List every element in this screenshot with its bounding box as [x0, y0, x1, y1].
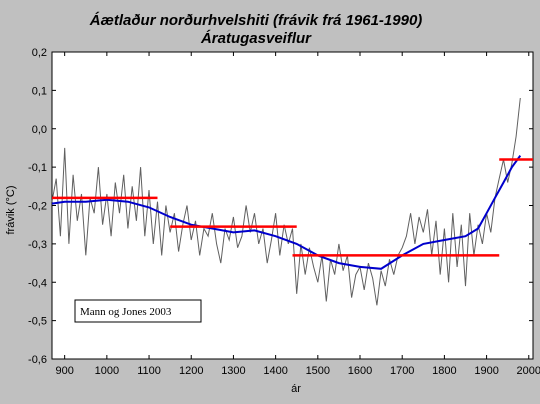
y-tick-label: -0,5: [28, 316, 47, 328]
x-tick-label: 1600: [348, 365, 372, 377]
x-tick-label: 1100: [137, 365, 161, 377]
x-tick-label: 1800: [432, 365, 456, 377]
y-tick-label: -0,4: [28, 277, 47, 289]
x-tick-label: 1700: [390, 365, 414, 377]
x-tick-label: 900: [55, 365, 73, 377]
x-axis-label: ár: [291, 383, 301, 395]
y-tick-label: -0,6: [28, 354, 47, 366]
y-tick-label: 0,1: [32, 85, 47, 97]
x-axis: 900 1000 1100 1200 1300 1400 1500 1600 1700 1800 1…: [55, 52, 540, 377]
x-tick-label: 1500: [306, 365, 330, 377]
x-tick-label: 1000: [95, 365, 119, 377]
y-axis-label: frávik (°C): [5, 185, 17, 234]
y-tick-label: 0,2: [32, 47, 47, 59]
x-tick-label: 2000: [517, 365, 540, 377]
x-tick-label: 1200: [179, 365, 203, 377]
annotation-text: Mann og Jones 2003: [80, 306, 172, 318]
chart-title: Áætlaður norðurhvelshiti (frávik frá 196…: [89, 12, 423, 29]
series-raw-line: [51, 97, 521, 306]
y-tick-label: 0,0: [32, 124, 47, 136]
y-tick-label: -0,1: [28, 162, 47, 174]
chart-subtitle: Áratugasveiflur: [200, 30, 312, 47]
series-period-means: [52, 158, 533, 257]
y-axis: -0,6 -0,5 -0,4 -0,3 -0,2 -0,1 0,0 0,1 0,2: [28, 47, 533, 366]
x-tick-label: 1400: [263, 365, 287, 377]
x-tick-label: 1900: [474, 365, 498, 377]
x-tick-label: 1300: [221, 365, 245, 377]
y-tick-label: -0,3: [28, 239, 47, 251]
y-tick-label: -0,2: [28, 201, 47, 213]
annotation-box: [74, 299, 202, 323]
